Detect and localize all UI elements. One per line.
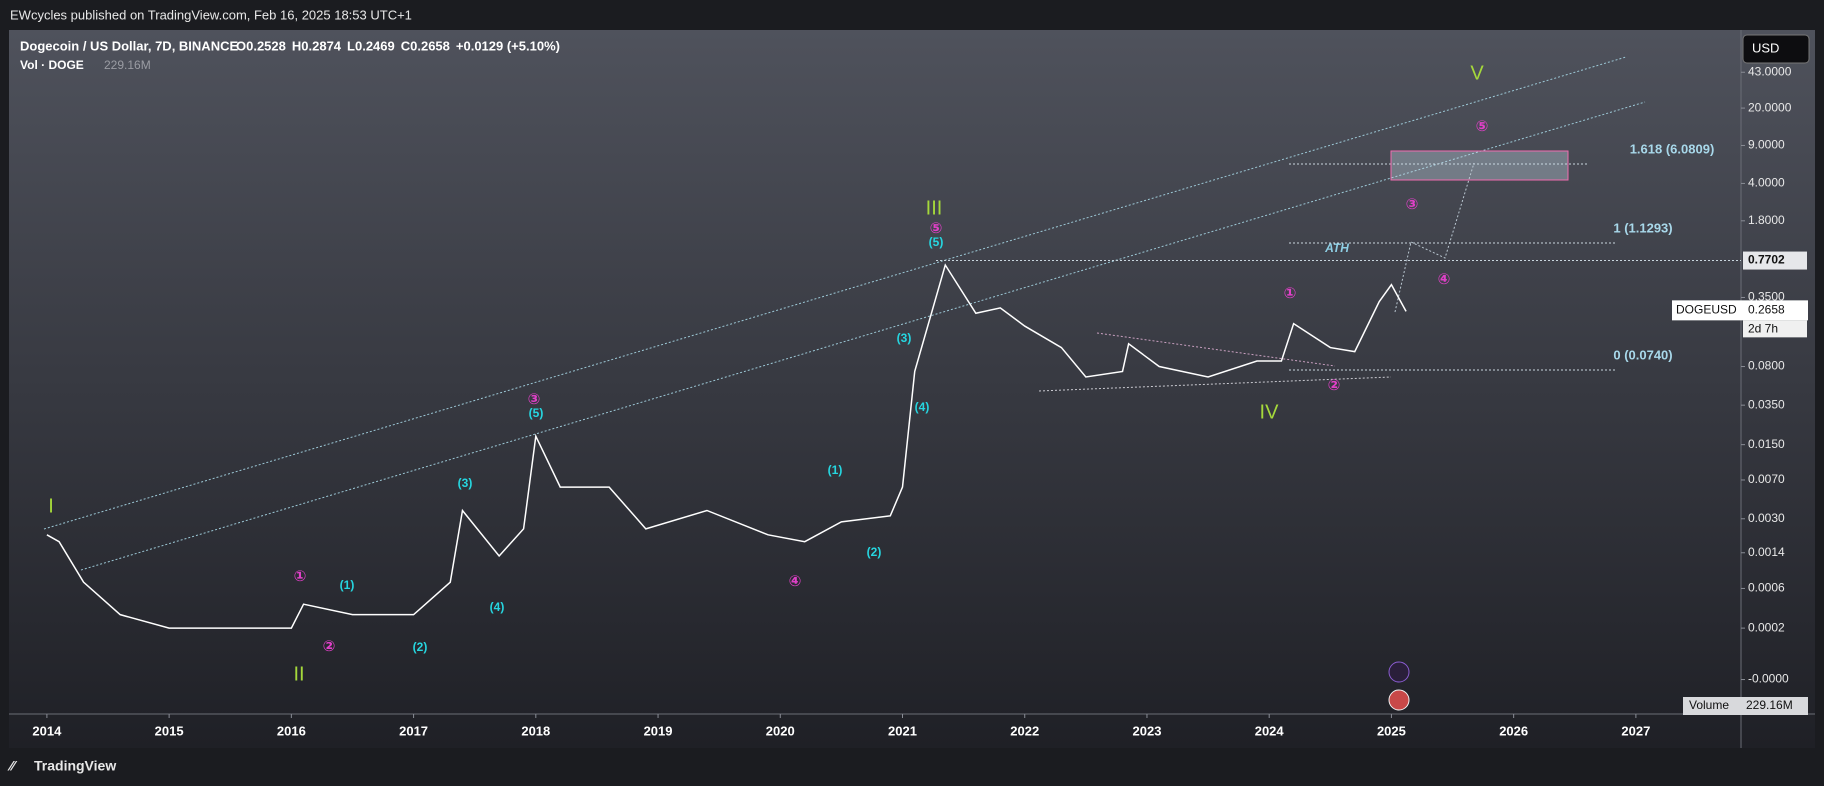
footer: TradingView bbox=[34, 758, 116, 774]
wave-label: II bbox=[293, 663, 304, 685]
wave-label: ⑤ bbox=[1476, 118, 1489, 135]
x-tick-label: 2016 bbox=[277, 723, 306, 738]
channel-lower bbox=[80, 101, 1646, 571]
ath-label-bg bbox=[1743, 251, 1807, 270]
x-tick-label: 2024 bbox=[1255, 723, 1285, 738]
x-tick-label: 2014 bbox=[32, 723, 62, 738]
wave-label: ① bbox=[294, 568, 307, 585]
publisher: EWcycles published on TradingView.com, F… bbox=[10, 7, 412, 22]
x-tick-label: 2017 bbox=[399, 723, 428, 738]
y-tick-label: 43.0000 bbox=[1748, 64, 1792, 78]
wave-label: (1) bbox=[828, 463, 843, 477]
target-box bbox=[1390, 150, 1569, 181]
x-tick-label: 2025 bbox=[1377, 723, 1406, 738]
x-tick-label: 2021 bbox=[888, 723, 917, 738]
footer-logo: ⁄⁄ bbox=[7, 758, 17, 774]
wave-label: (4) bbox=[490, 600, 505, 614]
ohlc-value: L0.2469 bbox=[347, 38, 395, 53]
volume-value: 229.16M bbox=[104, 58, 151, 72]
wave-label: ③ bbox=[1406, 196, 1419, 213]
wave-label: ATH bbox=[1324, 241, 1349, 255]
x-tick-label: 2019 bbox=[644, 723, 673, 738]
x-tick-label: 2022 bbox=[1010, 723, 1039, 738]
wave-label: V bbox=[1470, 62, 1484, 84]
chart-title: Dogecoin / US Dollar, 7D, BINANCE bbox=[20, 38, 238, 53]
wave-label: (1) bbox=[340, 578, 355, 592]
volume-pane-label: Volume bbox=[1689, 698, 1729, 712]
wave-label: ④ bbox=[1438, 271, 1451, 288]
plot: 2014 2015 2016 2017 2018 2019 2020 2021 2022 2023… bbox=[32, 38, 1808, 738]
y-tick-label: -0.0000 bbox=[1748, 672, 1789, 686]
channel-upper bbox=[43, 56, 1627, 530]
wave-label: (3) bbox=[458, 476, 473, 490]
x-tick-label: 2027 bbox=[1621, 723, 1650, 738]
y-tick-label: 0.0002 bbox=[1748, 620, 1785, 634]
wave-label: (4) bbox=[915, 400, 930, 414]
triangle-lower bbox=[1038, 376, 1392, 392]
currency-label[interactable]: USD bbox=[1752, 40, 1779, 55]
wave-label: ⑤ bbox=[930, 220, 943, 237]
y-tick-label: 0.0070 bbox=[1748, 472, 1785, 486]
last-price-bg bbox=[1672, 300, 1808, 321]
ohlc-value: C0.2658 bbox=[401, 38, 450, 53]
wave-label: ② bbox=[323, 638, 336, 655]
y-tick-label: 4.0000 bbox=[1748, 176, 1785, 190]
wave-label: III bbox=[926, 197, 943, 219]
volume-pane-bg bbox=[1683, 697, 1808, 715]
volume-title: Vol · DOGE bbox=[20, 58, 84, 72]
countdown: 2d 7h bbox=[1748, 322, 1778, 336]
y-tick-label: 20.0000 bbox=[1748, 100, 1792, 114]
icon[interactable] bbox=[1388, 689, 1410, 711]
y-tick-label: 0.3500 bbox=[1748, 290, 1785, 304]
wave-label: I bbox=[48, 495, 54, 517]
wave-label: (2) bbox=[867, 545, 882, 559]
currency-button[interactable] bbox=[1742, 34, 1810, 64]
x-tick-label: 2026 bbox=[1499, 723, 1528, 738]
triangle-upper bbox=[1096, 332, 1336, 367]
y-tick-label: 9.0000 bbox=[1748, 138, 1785, 152]
wave-label: 1.618 (6.0809) bbox=[1630, 141, 1715, 156]
wave-label: (5) bbox=[929, 235, 944, 249]
wave-label: ③ bbox=[528, 391, 541, 408]
x-tick-label: 2015 bbox=[155, 723, 184, 738]
symbol-label: DOGEUSD bbox=[1676, 303, 1737, 317]
ohlc-value: H0.2874 bbox=[292, 38, 342, 53]
y-tick-label: 0.0006 bbox=[1748, 581, 1785, 595]
icon[interactable] bbox=[1388, 661, 1410, 683]
y-tick-label: 0.0800 bbox=[1748, 359, 1785, 373]
y-tick-label: 0.0350 bbox=[1748, 397, 1785, 411]
y-tick-label: 1.8000 bbox=[1748, 213, 1785, 227]
last-price-label: 0.2658 bbox=[1748, 303, 1785, 317]
chart-bg bbox=[9, 30, 1815, 748]
wave-label: (2) bbox=[413, 640, 428, 654]
x-tick-label: 2018 bbox=[521, 723, 550, 738]
countdown-bg bbox=[1743, 320, 1807, 338]
ohlc-value: O0.2528 bbox=[236, 38, 286, 53]
wave-label: 1 (1.1293) bbox=[1613, 220, 1672, 235]
x-tick-label: 2020 bbox=[766, 723, 795, 738]
wave-label: (5) bbox=[529, 406, 544, 420]
volume-pane-value: 229.16M bbox=[1746, 698, 1793, 712]
y-tick-label: 0.0030 bbox=[1748, 511, 1785, 525]
y-tick-label: 0.0014 bbox=[1748, 545, 1785, 559]
wave-label: IV bbox=[1260, 401, 1280, 423]
ohlc-value: +0.0129 (+5.10%) bbox=[456, 38, 560, 53]
wave-label: ④ bbox=[789, 573, 802, 590]
wave-label: ② bbox=[1328, 377, 1341, 394]
x-tick-label: 2023 bbox=[1133, 723, 1162, 738]
wave-label: ① bbox=[1284, 285, 1297, 302]
ath-label: 0.7702 bbox=[1748, 253, 1785, 267]
price-line bbox=[46, 263, 1407, 629]
wave-label: (3) bbox=[897, 331, 912, 345]
y-tick-label: 0.0150 bbox=[1748, 437, 1785, 451]
wave-label: 0 (0.0740) bbox=[1613, 347, 1672, 362]
